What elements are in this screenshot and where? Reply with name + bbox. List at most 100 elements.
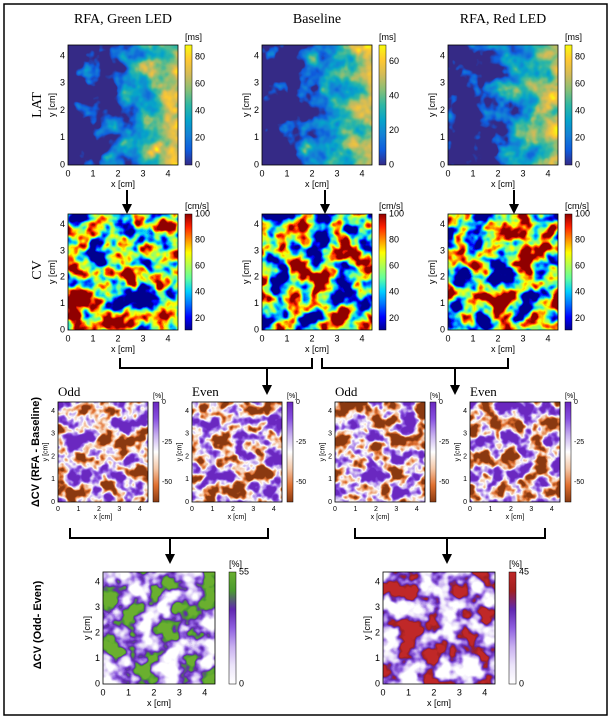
colorbar	[429, 401, 437, 503]
y-axis-label: y [cm]	[47, 93, 57, 117]
row-label: CV	[30, 260, 45, 279]
frame	[3, 3, 608, 716]
y-tick-label: 0	[51, 499, 55, 506]
colorbar	[152, 401, 160, 503]
y-tick-label: 1	[185, 476, 189, 483]
y-tick-label: 1	[254, 298, 259, 308]
y-tick-label: 4	[185, 408, 189, 415]
y-axis-label: y [cm]	[241, 260, 251, 284]
heatmap	[448, 214, 558, 330]
y-tick-label: 3	[440, 78, 445, 88]
colorbar	[378, 213, 387, 331]
x-axis-label: x [cm]	[491, 179, 515, 189]
x-tick-label: 4	[482, 687, 487, 697]
plot-frame	[102, 571, 216, 685]
panel-title: Odd	[335, 384, 358, 399]
y-tick-label: 3	[254, 78, 259, 88]
x-tick-label: 1	[211, 506, 215, 513]
colorbar-tick-label: 40	[389, 287, 399, 297]
x-tick-label: 3	[117, 506, 121, 513]
x-tick-label: 3	[140, 333, 145, 343]
y-tick-label: 4	[51, 408, 55, 415]
y-tick-label: 1	[440, 298, 445, 308]
y-axis-label: y [cm]	[427, 260, 437, 284]
y-tick-label: 1	[95, 653, 100, 663]
x-tick-label: 3	[334, 333, 339, 343]
plot-frame	[57, 401, 149, 503]
x-tick-label: 1	[470, 333, 475, 343]
y-tick-label: 0	[440, 159, 445, 169]
colorbar-unit: [ms]	[379, 32, 396, 42]
colorbar-tick-label: 80	[575, 234, 585, 244]
heatmap	[58, 402, 148, 502]
plot-frame	[447, 213, 559, 331]
y-axis-label: y [cm]	[454, 443, 461, 462]
colorbar-tick-label: 40	[195, 287, 205, 297]
colorbar-unit: [%]	[430, 393, 440, 400]
y-tick-label: 3	[185, 431, 189, 438]
y-tick-label: 3	[60, 245, 65, 255]
y-axis-label: y [cm]	[176, 443, 183, 462]
colorbar-unit: [cm/s]	[565, 201, 589, 211]
x-tick-label: 0	[445, 168, 450, 178]
colorbar-tick-label: 0	[439, 399, 443, 406]
x-tick-label: 4	[545, 168, 550, 178]
colorbar-tick-label: 0	[195, 159, 200, 169]
colorbar-tick-label: -50	[574, 479, 584, 486]
colorbar	[286, 401, 294, 503]
plot-frame	[334, 401, 426, 503]
x-tick-label: 4	[165, 333, 170, 343]
y-tick-label: 4	[463, 408, 467, 415]
x-tick-label: 3	[394, 506, 398, 513]
y-tick-label: 3	[51, 431, 55, 438]
y-tick-label: 4	[254, 50, 259, 60]
y-tick-label: 2	[328, 453, 332, 460]
y-tick-label: 4	[440, 219, 445, 229]
colorbar-tick-label: 40	[575, 287, 585, 297]
colorbar-unit: [%]	[153, 393, 163, 400]
colorbar-tick-label: 0	[162, 399, 166, 406]
y-tick-label: 1	[254, 132, 259, 142]
x-tick-label: 2	[495, 333, 500, 343]
x-tick-label: 0	[259, 168, 264, 178]
x-axis-label: x [cm]	[111, 344, 135, 354]
y-tick-label: 2	[95, 627, 100, 637]
x-tick-label: 2	[509, 506, 513, 513]
colorbar-tick-label: 0	[389, 159, 394, 169]
x-tick-label: 0	[65, 168, 70, 178]
colorbar-tick-label: 45	[519, 566, 529, 576]
y-tick-label: 0	[185, 499, 189, 506]
colorbar-tick-label: 55	[239, 566, 249, 576]
colorbar-tick-label: -25	[439, 439, 449, 446]
colorbar-tick-label: 100	[575, 208, 590, 218]
plot-frame	[447, 44, 559, 166]
x-axis-label: x [cm]	[111, 179, 135, 189]
y-tick-label: 0	[375, 678, 380, 688]
x-tick-label: 1	[489, 506, 493, 513]
colorbar-tick-label: 60	[389, 261, 399, 271]
x-tick-label: 0	[190, 506, 194, 513]
y-tick-label: 0	[60, 324, 65, 334]
colorbar-tick-label: 60	[575, 78, 585, 88]
x-tick-label: 3	[529, 506, 533, 513]
x-tick-label: 2	[431, 687, 436, 697]
colorbar-unit: [ms]	[185, 32, 202, 42]
y-axis-label: y [cm]	[362, 616, 372, 640]
y-tick-label: 4	[60, 50, 65, 60]
colorbar-unit: [%]	[509, 559, 522, 569]
colorbar-tick-label: -50	[162, 479, 172, 486]
colorbar-tick-label: 0	[239, 678, 244, 688]
y-axis-label: y [cm]	[82, 616, 92, 640]
plot-frame	[191, 401, 283, 503]
y-tick-label: 0	[440, 324, 445, 334]
colorbar-tick-label: 20	[195, 313, 205, 323]
y-tick-label: 1	[463, 476, 467, 483]
colorbar-tick-label: 60	[195, 78, 205, 88]
x-tick-label: 1	[470, 168, 475, 178]
colorbar-tick-label: -50	[439, 479, 449, 486]
colorbar-tick-label: 40	[195, 105, 205, 115]
x-tick-label: 3	[334, 168, 339, 178]
row-label: ΔCV (Odd- Even)	[32, 580, 44, 669]
panel-title: Even	[470, 384, 497, 399]
